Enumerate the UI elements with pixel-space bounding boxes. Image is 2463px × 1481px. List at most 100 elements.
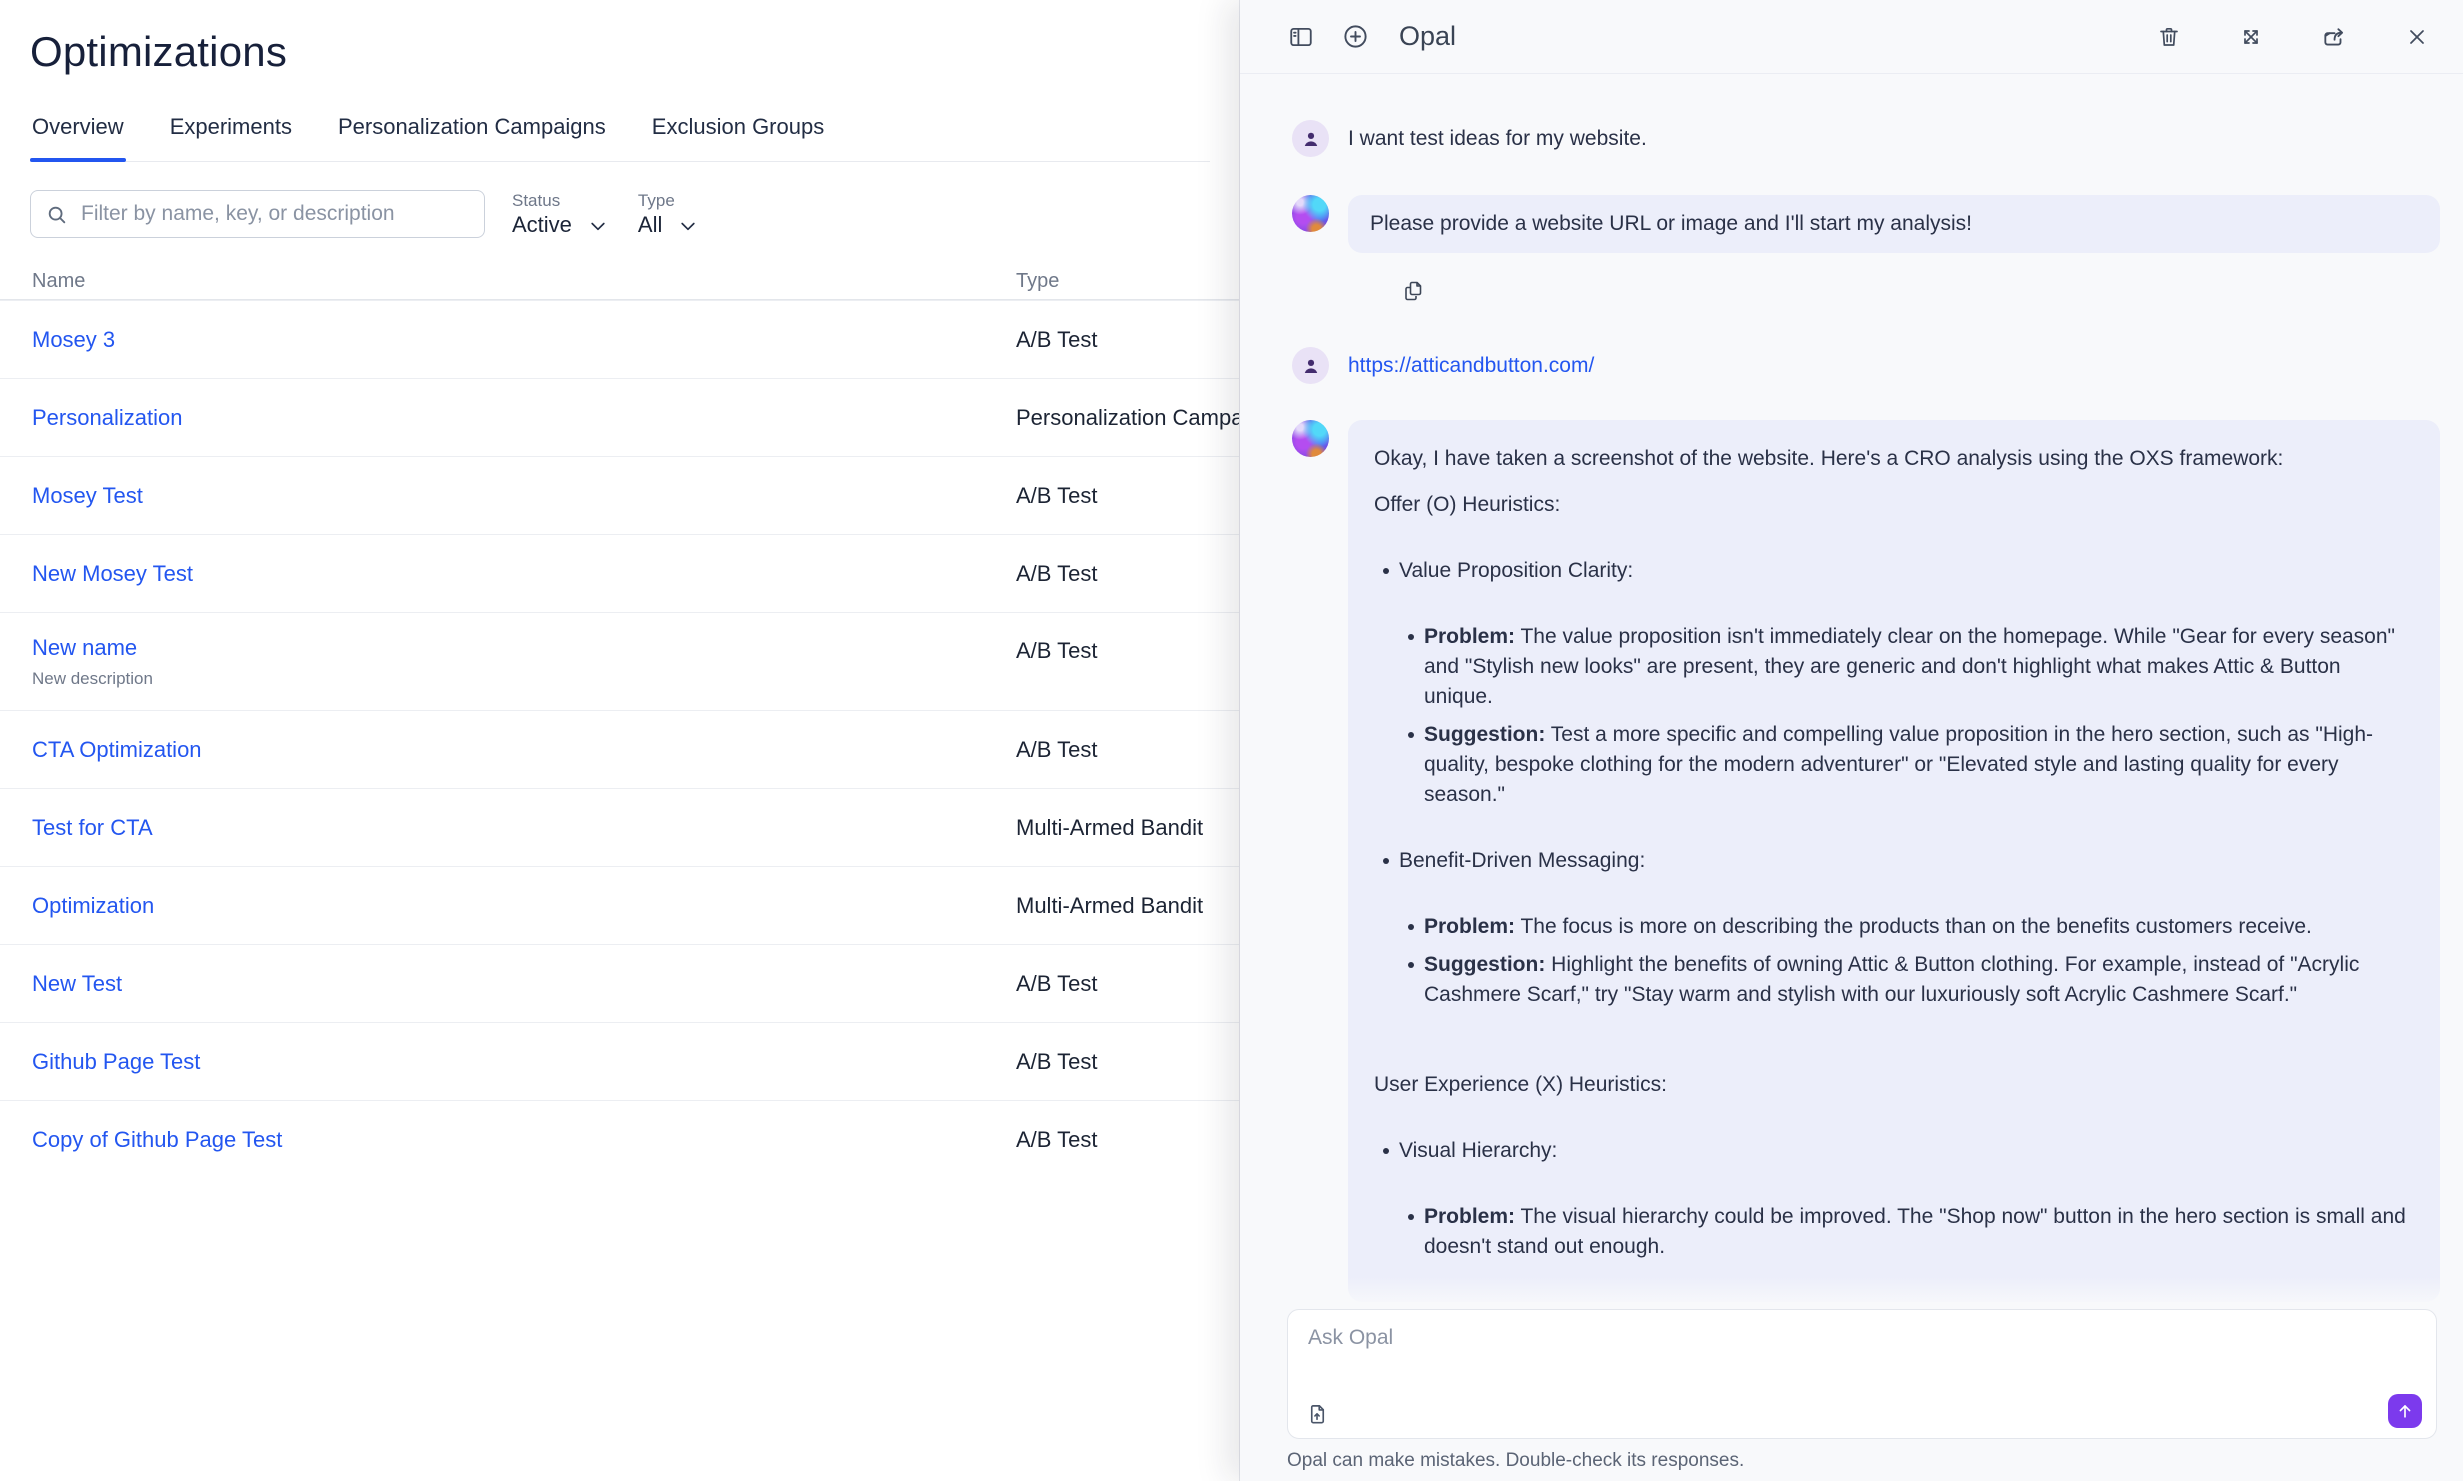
disclaimer: Opal can make mistakes. Double-check its… — [1287, 1450, 1745, 1471]
type-cell: A/B Test — [1016, 326, 1098, 352]
filter-row: Status Active Type All — [30, 190, 2463, 238]
optimizations-table: Name Type Mosey 3 A/B Test Personalizati… — [0, 264, 2463, 1178]
table-row: Optimization Multi-Armed Bandit — [0, 866, 2463, 944]
experiment-link[interactable]: Test for CTA — [32, 814, 153, 840]
opal-avatar — [1292, 420, 1329, 457]
experiment-link[interactable]: Mosey 3 — [32, 326, 116, 352]
tab-exclusion-groups[interactable]: Exclusion Groups — [651, 114, 825, 139]
search-icon — [48, 206, 66, 224]
composer: Opal can make mistakes. Double-check its… — [1287, 1309, 2437, 1472]
experiment-link[interactable]: Personalization — [32, 404, 183, 430]
status-filter-value: Active — [512, 212, 572, 237]
message-text: I want test ideas for my website. — [1348, 127, 1647, 150]
offer-heuristics-title: Offer (O) Heuristics: — [1374, 493, 1561, 516]
analysis-bullet: Benefit-Driven Messaging: Problem: The f… — [1383, 846, 2414, 1010]
table-row: Github Page Test A/B Test — [0, 1022, 2463, 1100]
type-cell: A/B Test — [1016, 560, 1098, 586]
website-url-link[interactable]: https://atticandbutton.com/ — [1348, 354, 1595, 377]
person-icon — [1304, 132, 1317, 146]
type-cell: Multi-Armed Bandit — [1016, 814, 1204, 840]
trash-icon — [2160, 27, 2178, 46]
tab-bar: Overview Experiments Personalization Cam… — [30, 114, 1210, 162]
expand-panel-button[interactable] — [2239, 25, 2263, 49]
experiment-link[interactable]: Optimization — [32, 892, 155, 918]
user-avatar — [1292, 120, 1329, 157]
chevron-down-icon — [681, 222, 696, 231]
analysis-sub-bullet: Suggestion: Highlight the benefits of ow… — [1408, 950, 2414, 1010]
experiment-link[interactable]: CTA Optimization — [32, 736, 202, 762]
type-cell: Personalization Campaign — [1016, 404, 1273, 430]
type-cell: A/B Test — [1016, 1126, 1098, 1152]
attach-file-button[interactable] — [1306, 1403, 1329, 1426]
experiment-link[interactable]: Copy of Github Page Test — [32, 1126, 283, 1152]
type-cell: A/B Test — [1016, 638, 1098, 663]
table-row: New Mosey Test A/B Test — [0, 534, 2463, 612]
status-filter-dropdown[interactable]: Status Active — [512, 192, 608, 236]
attach-file-icon — [1310, 1405, 1325, 1424]
type-cell: Multi-Armed Bandit — [1016, 892, 1204, 918]
table-row: Mosey 3 A/B Test — [0, 300, 2463, 378]
expand-icon — [2244, 29, 2258, 44]
table-row: New name New description A/B Test — [0, 612, 2463, 710]
new-conversation-button[interactable] — [1342, 23, 1369, 50]
assistant-message: Okay, I have taken a screenshot of the w… — [1292, 420, 2440, 1302]
assistant-message: Please provide a website URL or image an… — [1292, 195, 2440, 253]
table-row: Personalization Personalization Campaign — [0, 378, 2463, 456]
sidebar-toggle-button[interactable] — [1288, 24, 1314, 50]
table-row: New Test A/B Test — [0, 944, 2463, 1022]
message-bubble: Please provide a website URL or image an… — [1348, 195, 2440, 253]
page-title: Optimizations — [30, 28, 288, 75]
type-filter-label: Type — [637, 191, 675, 210]
analysis-bullet: Value Proposition Clarity: Problem: The … — [1383, 556, 2414, 810]
ask-opal-input-card[interactable] — [1287, 1309, 2437, 1439]
send-button[interactable] — [2388, 1394, 2422, 1428]
type-cell: A/B Test — [1016, 1048, 1098, 1074]
experiment-link[interactable]: New Mosey Test — [32, 560, 193, 586]
filter-input[interactable] — [31, 191, 484, 237]
analysis-sub-bullet: Suggestion: Test a more specific and com… — [1408, 720, 2414, 810]
tab-personalization-campaigns[interactable]: Personalization Campaigns — [337, 114, 606, 139]
popout-button[interactable] — [2321, 24, 2347, 50]
table-header: Name Type — [0, 264, 2463, 300]
analysis-sub-bullet: Problem: The visual hierarchy could be i… — [1408, 1202, 2414, 1262]
table-row: CTA Optimization A/B Test — [0, 710, 2463, 788]
experiment-link[interactable]: Mosey Test — [32, 482, 143, 508]
opal-header: Opal — [1240, 0, 2463, 74]
delete-conversation-button[interactable] — [2157, 25, 2181, 49]
type-cell: A/B Test — [1016, 482, 1098, 508]
user-avatar — [1292, 347, 1329, 384]
close-panel-button[interactable] — [2405, 25, 2429, 49]
opal-panel: Opal — [1240, 0, 2463, 1481]
send-arrow-icon — [2399, 1405, 2411, 1418]
chat-messages: I want test ideas for my website. Please… — [1240, 74, 2463, 1307]
tab-experiments[interactable]: Experiments — [169, 114, 292, 139]
experiment-description: New description — [32, 668, 153, 688]
type-filter-dropdown[interactable]: Type All — [638, 192, 698, 236]
experiment-link[interactable]: New name — [32, 634, 138, 660]
ux-heuristics-title: User Experience (X) Heuristics: — [1374, 1073, 1667, 1096]
type-cell: A/B Test — [1016, 736, 1098, 762]
tab-overview[interactable]: Overview — [30, 114, 126, 162]
copy-message-button[interactable] — [1401, 279, 1425, 303]
user-message: I want test ideas for my website. — [1292, 120, 2440, 157]
column-header-name: Name — [32, 270, 86, 292]
analysis-bullet: Visual Hierarchy: Problem: The visual hi… — [1383, 1136, 2414, 1262]
plus-circle-icon — [1344, 25, 1367, 48]
analysis-bubble: Okay, I have taken a screenshot of the w… — [1348, 420, 2440, 1302]
close-icon — [2410, 29, 2424, 44]
table-row: Test for CTA Multi-Armed Bandit — [0, 788, 2463, 866]
sidebar-toggle-icon — [1290, 27, 1312, 46]
status-filter-label: Status — [512, 191, 561, 210]
chevron-down-icon — [591, 222, 605, 231]
experiment-link[interactable]: Github Page Test — [32, 1048, 201, 1074]
table-row: Mosey Test A/B Test — [0, 456, 2463, 534]
filter-search-box[interactable] — [30, 190, 485, 238]
popout-icon — [2324, 27, 2344, 46]
user-message: https://atticandbutton.com/ — [1292, 347, 2440, 384]
ask-opal-input[interactable] — [1288, 1310, 2436, 1378]
experiment-link[interactable]: New Test — [32, 970, 123, 996]
analysis-sub-bullet: Problem: The value proposition isn't imm… — [1408, 622, 2414, 712]
table-row: Copy of Github Page Test A/B Test — [0, 1100, 2463, 1178]
analysis-intro: Okay, I have taken a screenshot of the w… — [1374, 447, 2284, 470]
copy-icon — [1405, 281, 1422, 301]
